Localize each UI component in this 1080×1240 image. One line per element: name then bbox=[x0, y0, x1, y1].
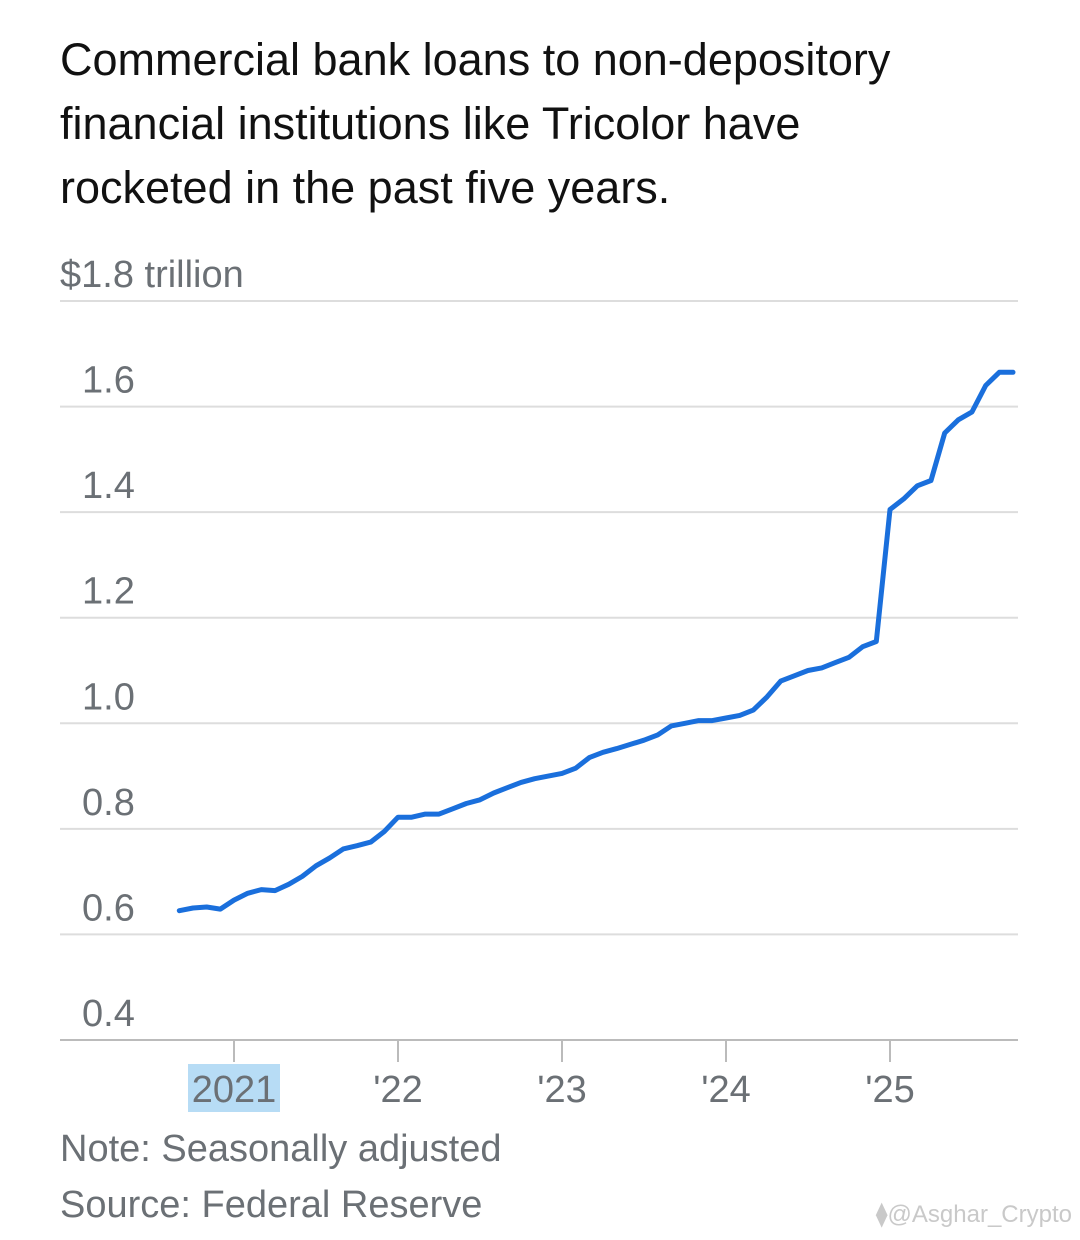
grid-lines bbox=[60, 300, 1018, 1041]
x-tick-label: '22 bbox=[373, 1069, 423, 1111]
x-tick-label: '25 bbox=[865, 1069, 915, 1111]
x-tick-label: '24 bbox=[701, 1069, 751, 1111]
chart-title: Commercial bank loans to non-depository … bbox=[60, 28, 1040, 220]
series-layer bbox=[176, 369, 1016, 914]
y-tick-label: 1.2 bbox=[82, 571, 135, 613]
x-tick-label: 2021 bbox=[192, 1069, 277, 1111]
y-tick-label: 0.6 bbox=[82, 887, 135, 929]
y-tick-labels: $1.8 trillion 1.6 1.4 1.2 1.0 0.8 0.6 0.4 bbox=[60, 254, 244, 1035]
y-tick-label: 0.4 bbox=[82, 993, 135, 1035]
series-line bbox=[176, 369, 1016, 914]
chart-note: Note: Seasonally adjusted bbox=[60, 1128, 502, 1170]
watermark: ⧫@Asghar_Crypto bbox=[875, 1201, 1072, 1228]
chart-source: Source: Federal Reserve bbox=[60, 1184, 483, 1226]
y-tick-label: 1.0 bbox=[82, 676, 135, 718]
y-tick-label: 1.6 bbox=[82, 360, 135, 402]
x-tick-label: '23 bbox=[537, 1069, 587, 1111]
line-chart: $1.8 trillion 1.6 1.4 1.2 1.0 0.8 0.6 0.4 2021 '… bbox=[60, 254, 1018, 1112]
title-line: financial institutions like Tricolor hav… bbox=[60, 98, 801, 149]
x-axis: 2021 '22 '23 '24 '25 bbox=[188, 1040, 915, 1112]
title-line: rocketed in the past five years. bbox=[60, 162, 671, 213]
title-line: Commercial bank loans to non-depository bbox=[60, 34, 891, 85]
y-tick-label: 1.4 bbox=[82, 465, 135, 507]
selection-highlight bbox=[188, 1064, 280, 1112]
y-tick-label: 0.8 bbox=[82, 782, 135, 824]
y-tick-label: $1.8 trillion bbox=[60, 254, 244, 296]
